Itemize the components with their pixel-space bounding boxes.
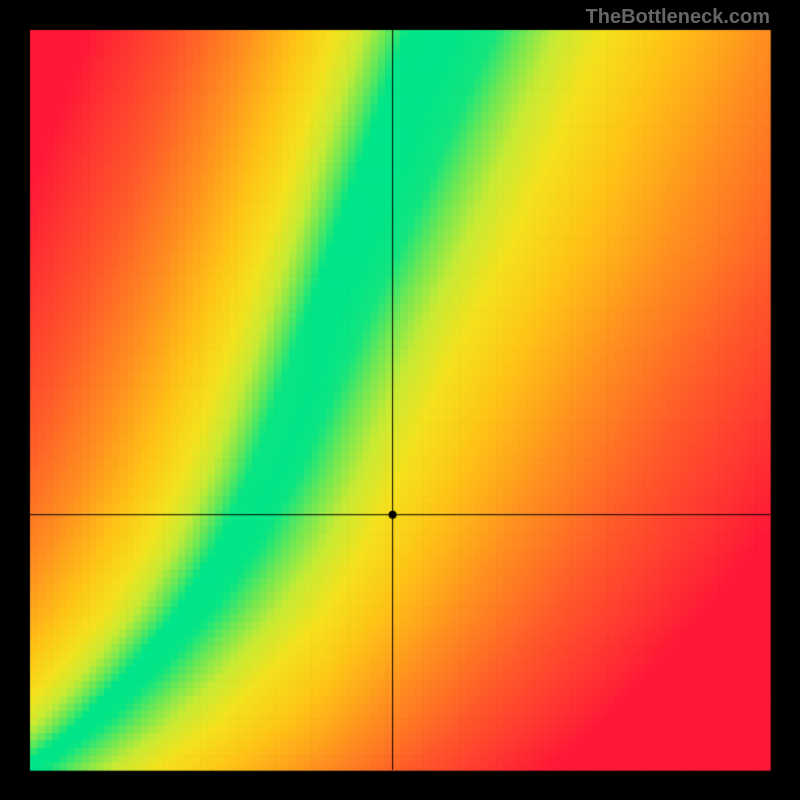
watermark-text: TheBottleneck.com [586, 6, 770, 29]
bottleneck-heatmap [0, 0, 800, 800]
chart-container: TheBottleneck.com [0, 0, 800, 800]
